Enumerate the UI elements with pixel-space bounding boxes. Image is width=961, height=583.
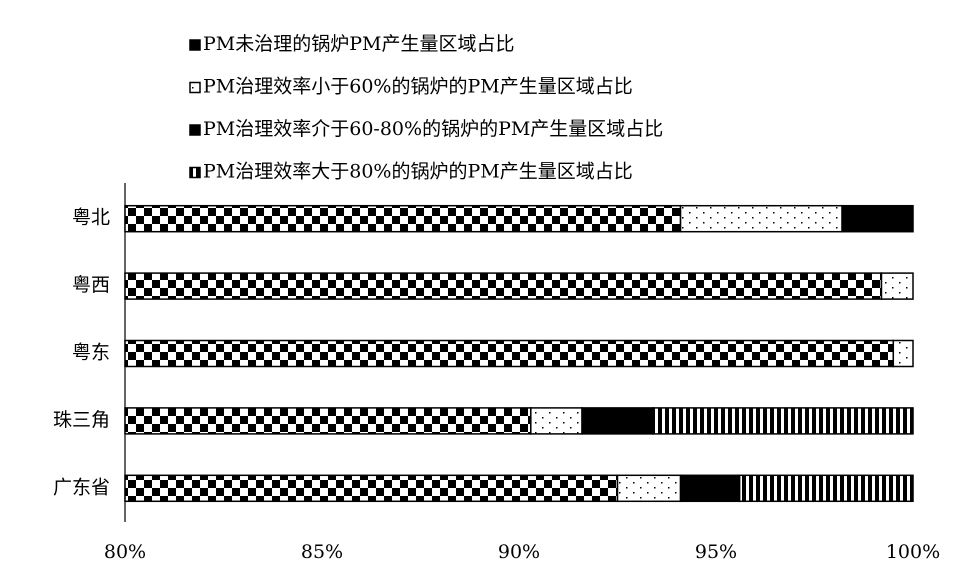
y-tick-label: 粤东 [72, 342, 110, 364]
bar-segment [679, 204, 843, 233]
y-tick-label: 粤西 [72, 274, 110, 296]
legend-marker [189, 39, 201, 51]
x-tick-label: 100% [886, 541, 940, 563]
x-tick-label: 95% [695, 541, 737, 563]
bar-segment [616, 474, 682, 503]
legend-marker [189, 166, 201, 179]
bar-segment [124, 474, 619, 503]
y-tick-label: 珠三角 [53, 409, 110, 431]
x-tick-label: 85% [301, 541, 343, 563]
bar-segment [530, 407, 583, 435]
legend-label: PM治理效率大于80%的锅炉的PM产生量区域占比 [203, 161, 633, 183]
legend-label: PM治理效率小于60%的锅炉的PM产生量区域占比 [203, 76, 633, 98]
legend-marker [189, 81, 201, 94]
bar-segment [124, 339, 895, 368]
legend-label: PM未治理的锅炉PM产生量区域占比 [203, 33, 514, 55]
y-tick-label: 广东省 [53, 476, 110, 498]
bar-segment [652, 407, 914, 435]
bar-segment [124, 204, 682, 233]
y-tick-label: 粤北 [72, 207, 110, 229]
bar-segment [124, 407, 532, 435]
legend-marker [189, 124, 201, 136]
bar-segment [581, 407, 654, 435]
bar-segment [880, 272, 914, 300]
bar-segment [124, 272, 883, 300]
x-tick-label: 90% [498, 541, 540, 563]
legend-label: PM治理效率介于60-80%的锅炉的PM产生量区域占比 [203, 118, 663, 140]
bar-segment [679, 474, 741, 503]
bar-segment [738, 474, 914, 503]
bar-segment [841, 204, 914, 233]
bar-segment [892, 339, 914, 368]
x-tick-label: 80% [104, 541, 146, 563]
